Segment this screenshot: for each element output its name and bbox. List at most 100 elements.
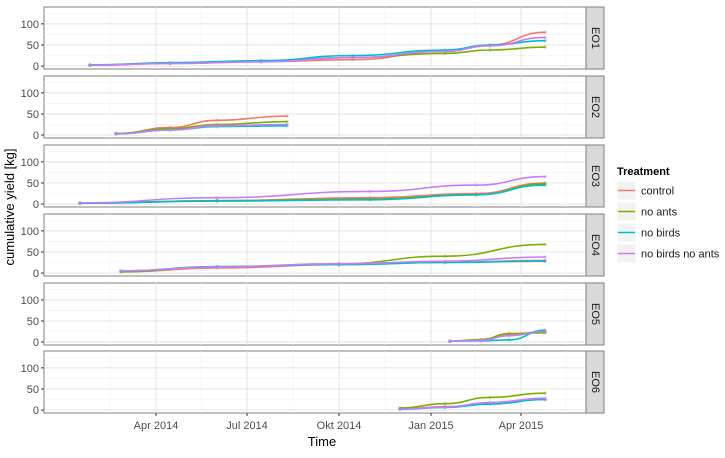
data-point-no-ants: [443, 401, 447, 406]
data-point-no-birds: [543, 38, 547, 43]
data-point-no-ants: [507, 331, 511, 336]
facet-strip: [585, 6, 605, 70]
series-line-no-birds-no-ants: [449, 330, 546, 342]
x-tick-label: Okt 2014: [317, 420, 362, 432]
facet-panels: 0 50 100 EO1 0 50 100 EO2 0 50 100 EO3 0 50 100 EO4 0 50 1…: [21, 6, 605, 417]
data-point-no-birds-no-ants: [398, 407, 402, 412]
data-point-no-birds-no-ants: [285, 122, 289, 127]
data-point-no-birds-no-ants: [368, 189, 372, 194]
data-point-no-birds-no-ants: [119, 269, 123, 273]
data-point-control: [285, 114, 289, 118]
legend-entry: no birds: [616, 222, 681, 243]
facet-label: EO2: [589, 96, 601, 118]
data-point-no-birds-no-ants: [507, 333, 511, 338]
data-point-no-ants: [488, 395, 492, 400]
y-tick-label: 50: [27, 384, 39, 396]
facet-label: EO6: [589, 371, 601, 393]
data-point-no-birds-no-ants: [474, 183, 478, 187]
facet-panel-eo5: 0 50 100 EO5: [21, 282, 605, 349]
series-line-no-birds-no-ants: [79, 175, 546, 204]
facet-strip: [585, 350, 605, 414]
y-tick-label: 0: [33, 268, 39, 280]
series-line-no-ants: [115, 120, 288, 135]
facet-strip: [585, 282, 605, 346]
data-point-no-ants: [285, 119, 289, 124]
data-point-no-birds: [507, 338, 511, 342]
facet-panel-eo6: 0 50 100 EO6: [21, 350, 605, 417]
data-point-no-birds-no-ants: [488, 400, 492, 405]
facet-label: EO1: [589, 27, 601, 49]
y-tick-label: 100: [21, 226, 39, 238]
panel-background: [43, 144, 587, 208]
data-point-no-birds-no-ants: [351, 55, 355, 60]
data-point-no-birds-no-ants: [448, 339, 452, 344]
data-point-no-birds-no-ants: [88, 63, 92, 68]
series-line-no-birds-no-ants: [399, 397, 546, 410]
panel-background: [43, 75, 587, 139]
facet-panel-eo3: 0 50 100 EO3: [21, 144, 605, 211]
data-point-no-ants: [488, 48, 492, 52]
x-tick-label: Apr 2014: [134, 420, 179, 432]
data-point-no-birds-no-ants: [543, 396, 547, 401]
data-point-no-birds-no-ants: [543, 255, 547, 259]
data-point-no-birds-no-ants: [337, 261, 341, 266]
legend-entry: no ants: [616, 201, 678, 222]
y-tick-label: 100: [21, 157, 39, 169]
y-tick-label: 50: [27, 247, 39, 259]
legend-entries: control no ants no birds no birds no ants: [616, 180, 720, 264]
panel-background: [43, 213, 587, 277]
data-point-no-birds-no-ants: [168, 61, 172, 66]
data-point-no-birds-no-ants: [543, 329, 547, 334]
x-tick-label: Jan 2015: [408, 420, 453, 432]
y-tick-label: 100: [21, 295, 39, 307]
facet-label: EO5: [589, 303, 601, 325]
data-point-no-birds-no-ants: [543, 35, 547, 40]
series-line-no-birds-no-ants: [120, 256, 546, 272]
data-point-no-birds-no-ants: [443, 49, 447, 54]
facet-panel-eo1: 0 50 100 EO1: [21, 6, 605, 73]
legend-entry: control: [616, 180, 674, 201]
series-line-no-birds: [79, 184, 546, 204]
y-tick-label: 0: [33, 130, 39, 142]
x-axis: Apr 2014 Jul 2014 Okt 2014 Jan 2015 Apr 2015: [134, 413, 543, 432]
data-point-no-birds-no-ants: [543, 174, 547, 179]
y-tick-label: 100: [21, 88, 39, 100]
facet-label: EO3: [589, 165, 601, 187]
data-point-no-birds-no-ants: [259, 60, 263, 64]
data-point-no-birds: [543, 183, 547, 187]
facet-panel-eo4: 0 50 100 EO4: [21, 213, 605, 280]
panel-background: [43, 282, 587, 346]
data-point-no-birds-no-ants: [443, 259, 447, 264]
y-tick-label: 100: [21, 363, 39, 375]
data-point-no-birds-no-ants: [168, 128, 172, 132]
data-point-control: [351, 57, 355, 62]
x-tick-label: Jul 2014: [226, 420, 268, 432]
data-point-no-birds: [474, 192, 478, 197]
y-tick-label: 50: [27, 109, 39, 121]
legend-label: no ants: [641, 207, 678, 219]
legend-label: no birds no ants: [641, 249, 720, 261]
data-point-no-birds-no-ants: [215, 123, 219, 128]
legend-title: Treatment: [617, 166, 670, 178]
data-point-no-birds-no-ants: [488, 44, 492, 48]
y-tick-label: 0: [33, 61, 39, 73]
data-point-no-birds: [543, 259, 547, 264]
data-point-no-birds: [368, 198, 372, 202]
facet-strip: [585, 213, 605, 277]
facet-strip: [585, 75, 605, 139]
data-point-no-ants: [543, 45, 547, 49]
data-point-no-birds-no-ants: [443, 405, 447, 409]
x-axis-label: Time: [308, 434, 336, 449]
data-point-no-ants: [543, 391, 547, 395]
data-point-no-birds: [215, 199, 219, 203]
y-tick-label: 0: [33, 405, 39, 417]
y-tick-label: 0: [33, 199, 39, 211]
data-point-no-birds-no-ants: [479, 338, 483, 343]
data-point-control: [215, 118, 219, 123]
y-tick-label: 50: [27, 316, 39, 328]
data-point-control: [543, 30, 547, 35]
series-line-no-birds-no-ants: [115, 123, 288, 135]
legend-label: control: [641, 186, 674, 198]
